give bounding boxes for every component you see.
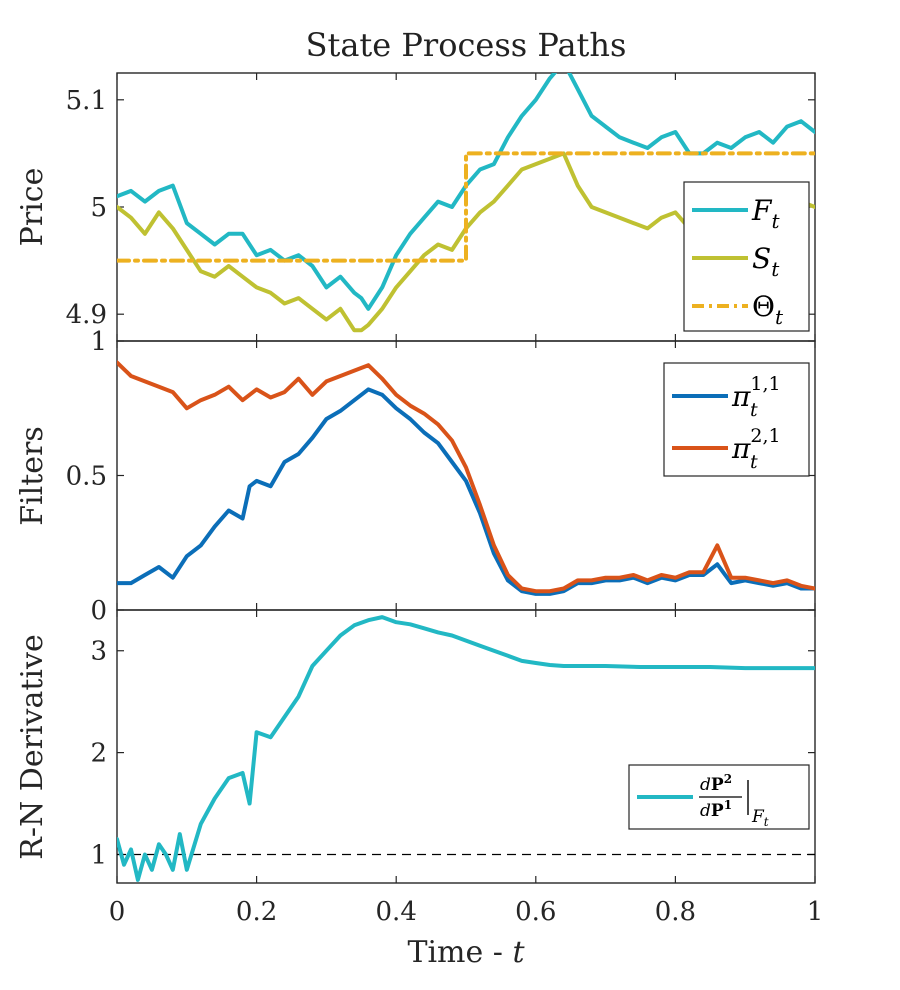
xtick-label: 0.4 [376, 897, 417, 927]
legend-label-F: Ft [751, 194, 780, 233]
price-ytick-label: 5.1 [66, 86, 107, 116]
price-ytick-label: 4.9 [66, 300, 107, 330]
filters-ytick-label: 0 [90, 596, 107, 626]
panel-price: 4.9 5 5.1 Price Ft St Θt [15, 72, 816, 342]
rn-series-line-0 [117, 615, 815, 882]
filters-ytick-label: 0.5 [66, 462, 107, 492]
filters-series-line-1 [117, 360, 815, 594]
rn-ytick-label: 2 [90, 739, 107, 769]
price-series-line-2 [117, 151, 815, 263]
x-ticks: 0 0.2 0.4 0.6 0.8 1 [109, 73, 824, 927]
price-ylabel: Price [15, 168, 50, 247]
chart-title: State Process Paths [306, 26, 627, 64]
xtick-label: 0 [109, 897, 126, 927]
panel-filters: 00.51 Filters π1,1 t π2,1 t [15, 327, 816, 626]
xtick-label: 0.6 [515, 897, 556, 927]
filters-ylabel: Filters [15, 426, 50, 526]
x-axis-label: Time - t [407, 935, 525, 970]
filters-series [117, 360, 815, 596]
price-yticks: 4.9 5 5.1 [66, 86, 815, 330]
price-ytick-label: 5 [90, 193, 107, 223]
filters-yticks: 00.51 [66, 327, 815, 626]
rn-ytick-label: 3 [90, 637, 107, 667]
rn-ylabel: R-N Derivative [15, 634, 50, 859]
filters-series-line-0 [117, 387, 815, 596]
rn-ytick-label: 1 [90, 840, 107, 870]
legend-label-S: St [752, 242, 780, 281]
rn-series [117, 615, 815, 882]
filters-legend-box [663, 362, 810, 477]
legend-label-pi21: π2,1 t [731, 425, 781, 473]
rn-legend: dP2 dP1 Ft [628, 764, 810, 830]
rn-axes-box [116, 609, 816, 884]
filters-ytick-label: 1 [90, 327, 107, 357]
xtick-label: 0.2 [236, 897, 277, 927]
price-legend: Ft St Θt [683, 181, 810, 332]
filters-legend: π1,1 t π2,1 t [663, 362, 810, 477]
legend-label-pi11: π1,1 t [731, 373, 781, 421]
panel-rn: 1 2 3 R-N Derivative dP2 dP1 Ft [15, 609, 816, 884]
xtick-label: 1 [807, 897, 824, 927]
xtick-label: 0.8 [655, 897, 696, 927]
legend-label-Theta: Θt [752, 290, 784, 329]
